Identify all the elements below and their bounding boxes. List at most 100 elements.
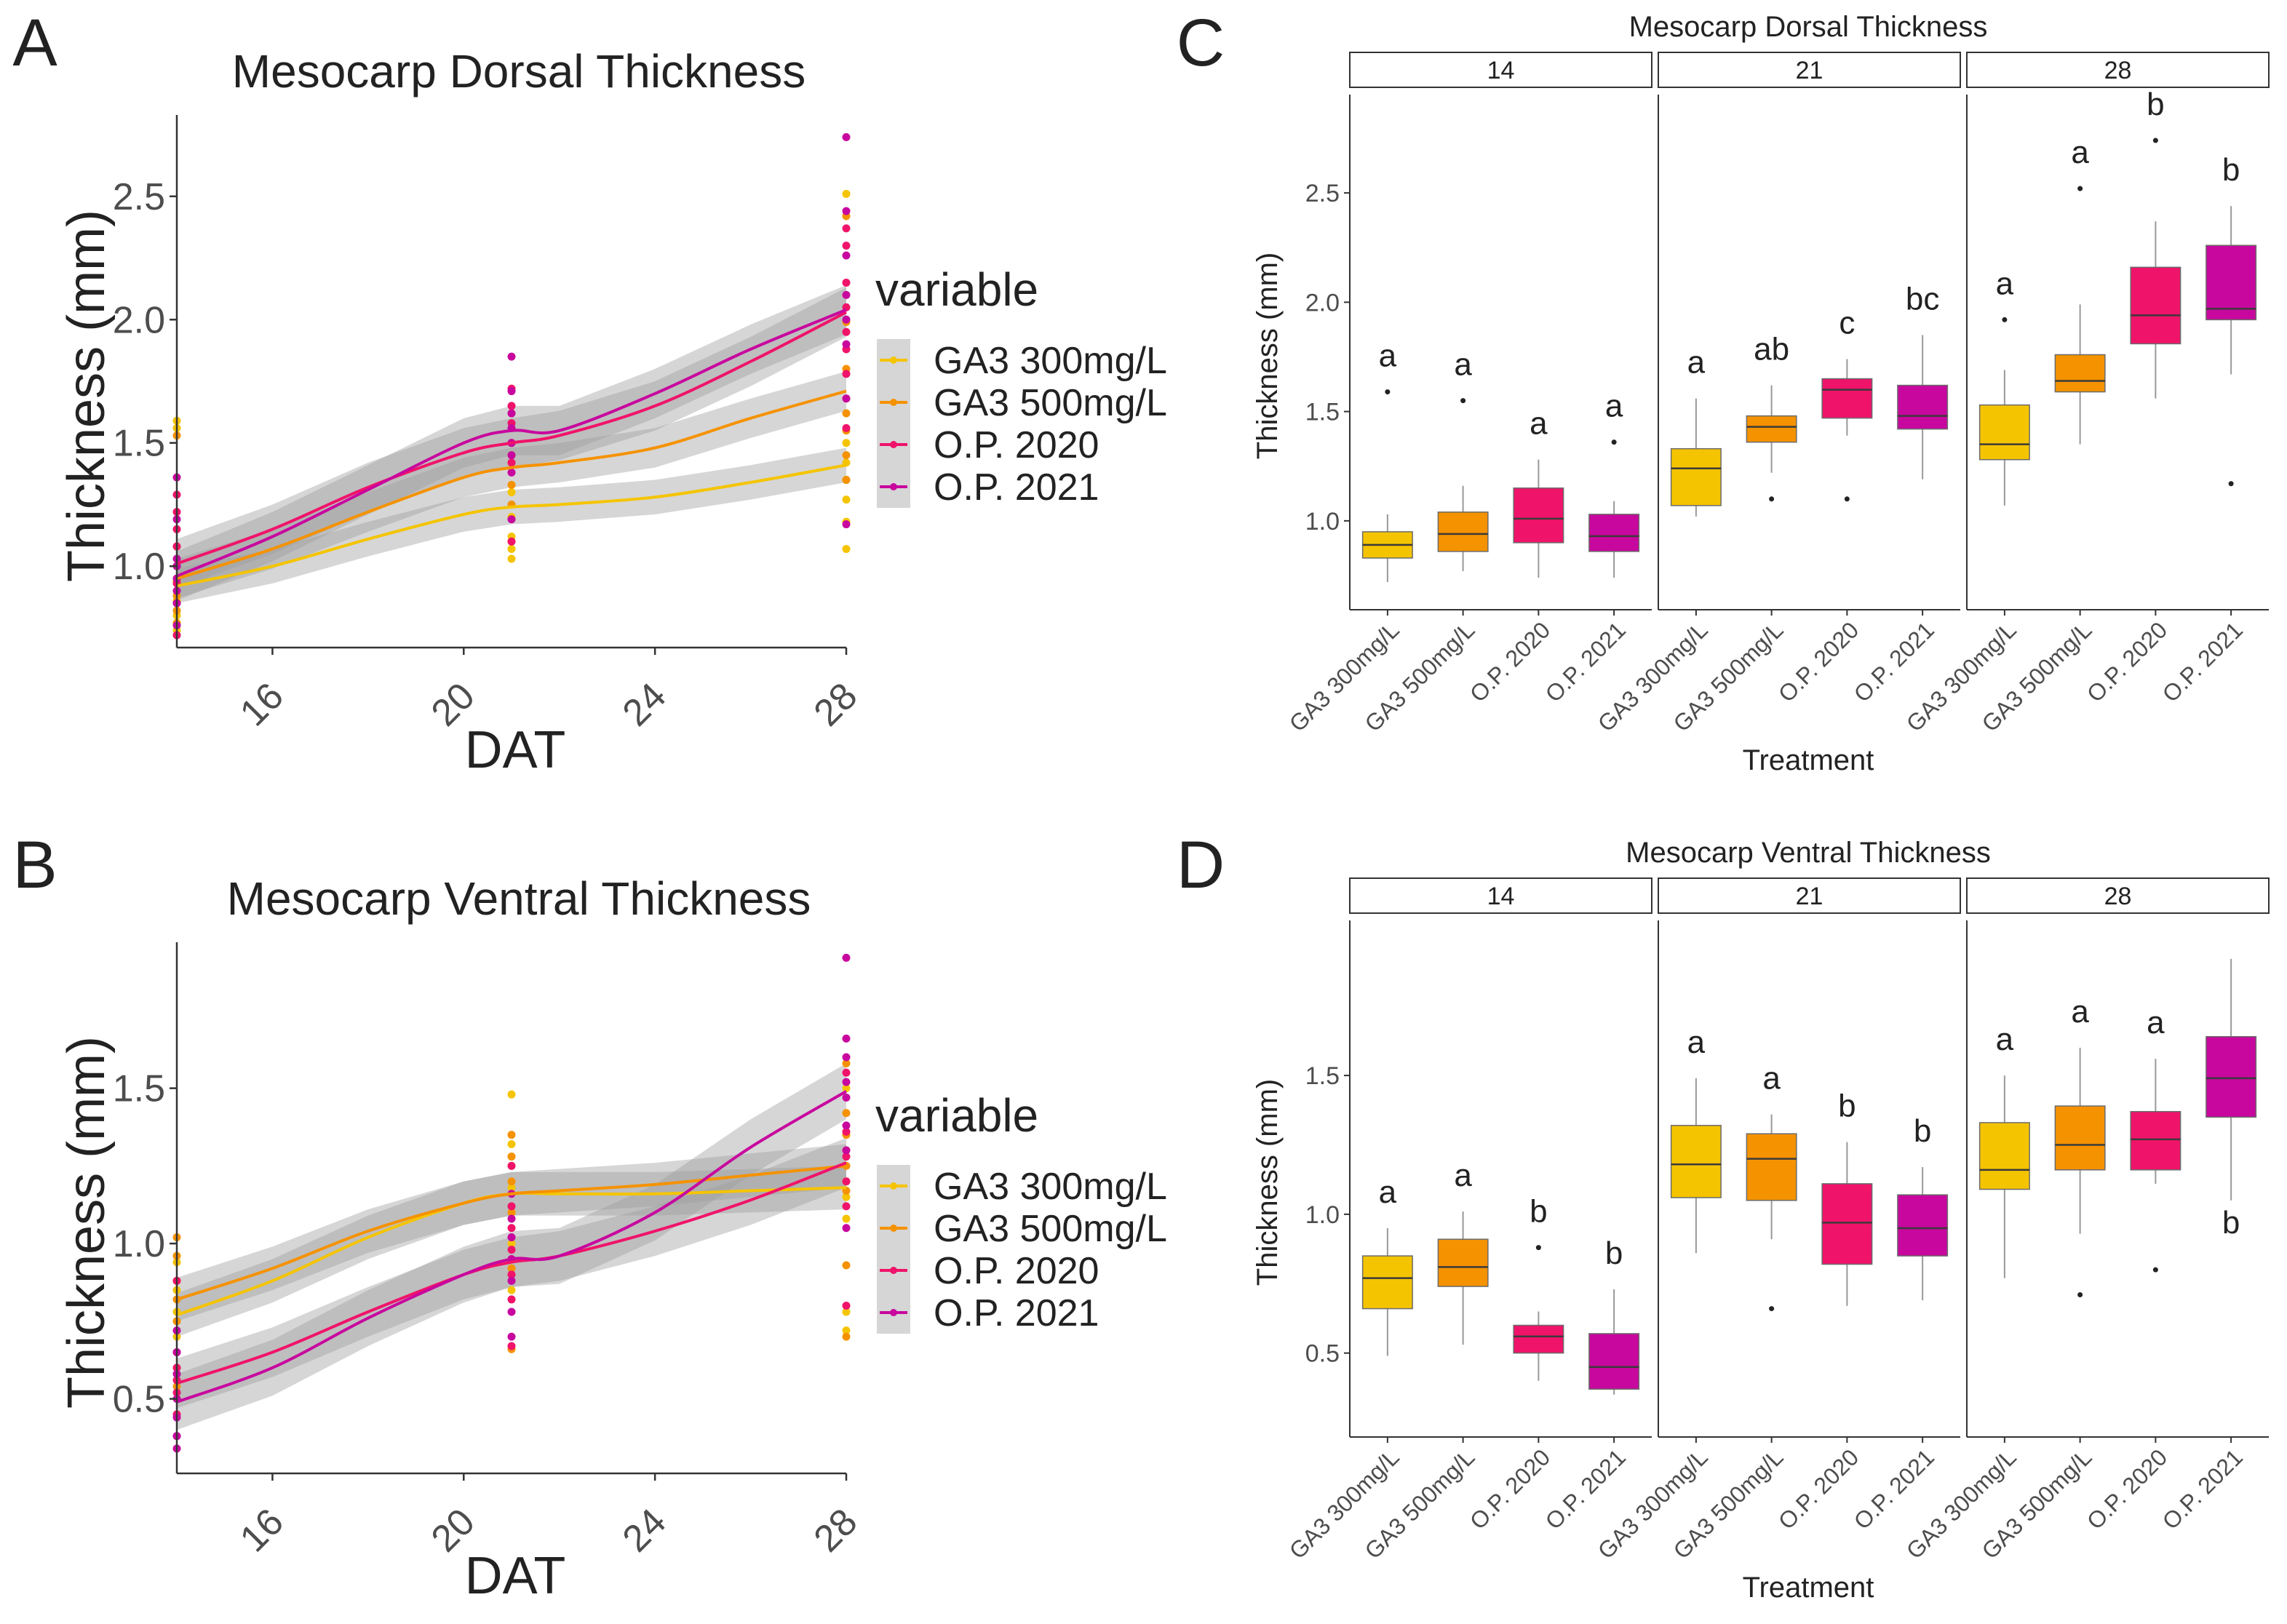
data-point-o-p-2020 xyxy=(842,327,851,336)
data-point-o-p-2020 xyxy=(507,1342,516,1350)
box-iqr xyxy=(2054,1105,2106,1171)
box-o-p-2020: a xyxy=(2130,1005,2181,1273)
y-tick-label: 1.5 xyxy=(1305,399,1340,426)
box-iqr xyxy=(1670,1125,1722,1198)
y-tick-label: 2.0 xyxy=(113,299,165,341)
box-o-p-2020: c xyxy=(1821,306,1873,502)
outlier-point xyxy=(2077,1292,2083,1298)
box-o-p-2020: b xyxy=(1513,1194,1564,1381)
data-point-o-p-2021 xyxy=(507,352,516,361)
data-point-o-p-2020 xyxy=(507,1295,516,1304)
legend-key-point-ga3-500mg-l xyxy=(890,399,897,406)
x-tick-label: O.P. 2020 xyxy=(2082,1444,2172,1534)
significance-letter: b xyxy=(2222,152,2240,188)
box-iqr xyxy=(1746,415,1797,443)
panel-letter-a: A xyxy=(12,6,57,80)
box-iqr xyxy=(1897,1194,1949,1257)
box-iqr xyxy=(1513,1324,1564,1354)
x-tick-label: 28 xyxy=(806,1500,866,1560)
box-iqr xyxy=(1978,1122,2030,1190)
box-iqr xyxy=(1513,487,1564,544)
data-point-o-p-2021 xyxy=(842,1053,851,1062)
data-point-o-p-2020 xyxy=(842,224,851,233)
y-tick-label: 2.5 xyxy=(1305,180,1340,207)
significance-letter: a xyxy=(2071,994,2089,1030)
smooth-line-o-p-2021 xyxy=(176,308,847,578)
box-ga3-500mg-l: a xyxy=(1437,1158,1489,1345)
significance-letter: a xyxy=(1762,1061,1781,1096)
panel-letter-c: C xyxy=(1177,6,1225,80)
x-axis-title: Treatment xyxy=(1743,744,1874,776)
x-tick-label: O.P. 2020 xyxy=(1773,616,1864,706)
significance-letter: a xyxy=(1454,347,1472,383)
box-o-p-2020: a xyxy=(1513,406,1564,578)
data-point-o-p-2020 xyxy=(507,1202,516,1211)
legend-title: variable xyxy=(875,263,1038,316)
x-tick-label: 16 xyxy=(232,674,292,734)
facet-strip-label: 14 xyxy=(1487,883,1515,910)
box-o-p-2021: a xyxy=(1588,389,1640,578)
data-point-ga3-500mg-l xyxy=(842,1261,851,1270)
data-point-ga3-300mg-l xyxy=(842,1214,851,1223)
box-iqr xyxy=(1821,378,1873,419)
legend-key-point-ga3-300mg-l xyxy=(890,1182,897,1190)
y-tick-label: 1.0 xyxy=(1305,1201,1340,1229)
data-point-o-p-2021 xyxy=(507,468,516,477)
x-tick-label: 24 xyxy=(615,1500,675,1560)
outlier-point xyxy=(1844,496,1850,502)
y-tick-label: 1.0 xyxy=(1305,508,1340,536)
data-point-ga3-500mg-l xyxy=(507,1264,516,1273)
box-iqr xyxy=(2130,1110,2181,1171)
data-point-o-p-2021 xyxy=(507,1332,516,1341)
significance-letter: a xyxy=(1379,1174,1397,1210)
data-point-o-p-2021 xyxy=(507,1276,516,1285)
outlier-point xyxy=(1769,496,1775,502)
data-point-ga3-300mg-l xyxy=(842,544,851,553)
facet-strip xyxy=(1966,877,2270,914)
data-point-o-p-2020 xyxy=(842,242,851,250)
smooth-line-ga3-500mg-l xyxy=(176,1164,847,1301)
legend-key-point-o-p-2020 xyxy=(890,441,897,448)
data-point-o-p-2021 xyxy=(842,251,851,260)
significance-letter: b xyxy=(2222,1205,2240,1241)
data-point-ga3-500mg-l xyxy=(507,480,516,489)
data-point-o-p-2020 xyxy=(507,402,516,410)
data-point-o-p-2021 xyxy=(842,953,851,962)
data-point-ga3-300mg-l xyxy=(507,1183,516,1192)
data-point-ga3-500mg-l xyxy=(842,1332,851,1341)
facet-strip xyxy=(1349,877,1652,914)
legend-title: variable xyxy=(875,1089,1038,1142)
data-point-ga3-300mg-l xyxy=(507,488,516,496)
data-point-o-p-2021 xyxy=(507,1233,516,1242)
significance-letter: a xyxy=(2147,1005,2165,1040)
chart-title: Mesocarp Dorsal Thickness xyxy=(232,45,806,97)
y-tick-label: 1.5 xyxy=(1305,1062,1340,1090)
data-point-o-p-2020 xyxy=(842,370,851,378)
x-tick-label: 28 xyxy=(806,674,866,734)
data-point-o-p-2020 xyxy=(842,1127,851,1136)
data-point-o-p-2021 xyxy=(842,340,851,349)
data-point-ga3-300mg-l xyxy=(842,495,851,504)
box-iqr xyxy=(2130,266,2181,345)
significance-letter: a xyxy=(1687,345,1706,381)
box-iqr xyxy=(1670,447,1722,506)
data-point-ga3-500mg-l xyxy=(507,1131,516,1139)
x-axis-title: DAT xyxy=(465,1547,566,1605)
data-point-o-p-2021 xyxy=(507,451,516,460)
box-ga3-300mg-l: a xyxy=(1978,1022,2030,1278)
data-point-ga3-500mg-l xyxy=(507,1208,516,1217)
data-point-o-p-2020 xyxy=(507,1246,516,1254)
outlier-point xyxy=(1460,398,1466,404)
y-tick-label: 1.0 xyxy=(113,1223,165,1265)
box-o-p-2021: b xyxy=(2206,958,2257,1241)
significance-letter: a xyxy=(1687,1024,1706,1060)
data-point-o-p-2020 xyxy=(507,1270,516,1279)
confidence-ribbon-ga3-300mg-l xyxy=(177,1166,846,1337)
y-tick-label: 2.0 xyxy=(1305,289,1340,317)
box-ga3-500mg-l: a xyxy=(2054,135,2106,445)
box-o-p-2021: bc xyxy=(1897,281,1949,479)
chart-title: Mesocarp Dorsal Thickness xyxy=(1629,11,1988,43)
data-point-o-p-2021 xyxy=(842,1034,851,1043)
panel-c: Mesocarp Dorsal Thickness 1.0 1.5 2.0 2.5 Thi… xyxy=(1252,11,2270,776)
